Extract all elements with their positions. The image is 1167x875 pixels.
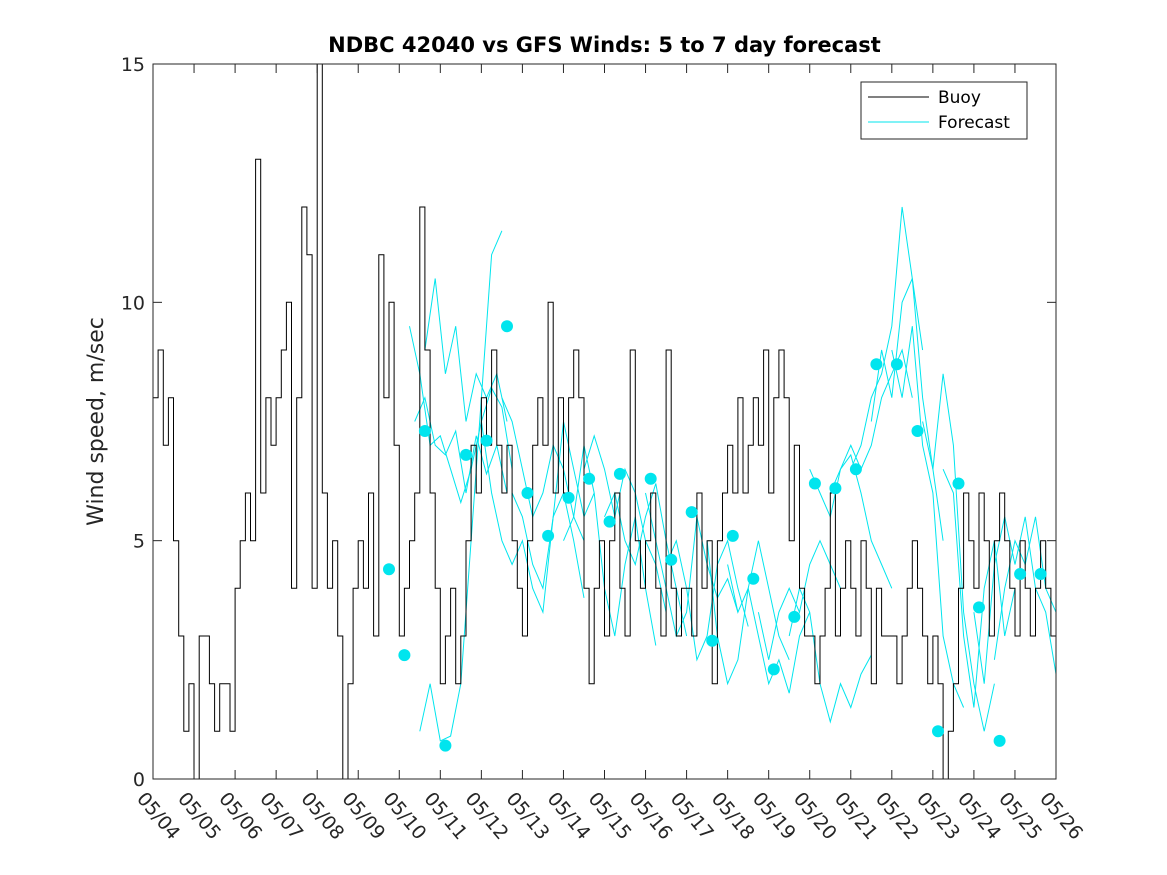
forecast-marker-28 xyxy=(932,725,944,738)
forecast-marker-25 xyxy=(870,358,883,371)
forecast-marker-27 xyxy=(911,425,924,437)
y-tick-label-15: 15 xyxy=(121,54,145,76)
forecast-marker-2 xyxy=(398,649,411,662)
buoy-line xyxy=(153,63,1056,780)
forecast-marker-3 xyxy=(418,425,431,437)
y-tick-label-5: 5 xyxy=(133,531,145,553)
forecast-marker-8 xyxy=(521,487,534,499)
forecast-marker-15 xyxy=(665,553,678,566)
forecast-marker-32 xyxy=(1014,568,1027,580)
forecast-marker-31 xyxy=(993,734,1006,747)
forecast-marker-9 xyxy=(542,529,555,542)
forecast-marker-4 xyxy=(439,739,452,752)
forecast-marker-6 xyxy=(480,434,493,447)
forecast-marker-5 xyxy=(460,448,472,461)
forecast-line-5 xyxy=(480,421,585,615)
forecast-line-10 xyxy=(604,483,688,637)
forecast-marker-1 xyxy=(383,563,395,576)
series-layer xyxy=(153,63,1057,780)
forecast-marker-33 xyxy=(1034,568,1047,580)
chart-title: NDBC 42040 vs GFS Winds: 5 to 7 day fore… xyxy=(328,33,881,57)
forecast-marker-16 xyxy=(685,506,698,519)
forecast-line-7 xyxy=(511,421,595,591)
forecast-line-16 xyxy=(788,586,872,724)
forecast-marker-22 xyxy=(808,477,821,490)
forecast-line-20 xyxy=(870,278,944,541)
y-tick-label-10: 10 xyxy=(121,292,145,314)
forecast-marker-17 xyxy=(706,634,719,647)
forecast-line-1 xyxy=(409,326,513,505)
legend-label-buoy: Buoy xyxy=(938,88,981,108)
forecast-marker-20 xyxy=(767,663,780,676)
forecast-line-14 xyxy=(727,564,811,694)
plot-area xyxy=(153,64,1056,779)
forecast-line-19 xyxy=(850,206,924,470)
forecast-marker-12 xyxy=(603,515,616,528)
forecast-line-24 xyxy=(973,516,1057,684)
forecast-marker-30 xyxy=(973,601,985,614)
legend-label-forecast: Forecast xyxy=(938,113,1010,133)
forecast-marker-24 xyxy=(849,463,862,476)
forecast-marker-14 xyxy=(644,472,657,485)
forecast-marker-29 xyxy=(952,477,965,490)
legend-box xyxy=(860,81,1028,140)
marker-layer xyxy=(383,320,1047,752)
legend: Buoy Forecast xyxy=(860,81,1028,140)
forecast-line-17 xyxy=(809,453,893,589)
forecast-marker-23 xyxy=(829,482,842,495)
forecast-line-12 xyxy=(665,539,749,662)
forecast-marker-7 xyxy=(501,320,513,333)
forecast-marker-26 xyxy=(890,358,903,371)
forecast-marker-11 xyxy=(583,472,596,485)
forecast-line-15 xyxy=(757,539,841,660)
forecast-marker-19 xyxy=(747,572,760,585)
y-axis-label: Wind speed, m/sec xyxy=(84,317,109,526)
forecast-line-21 xyxy=(891,326,965,708)
forecast-line-22 xyxy=(922,373,995,732)
forecast-marker-13 xyxy=(613,467,626,480)
y-tick-label-0: 0 xyxy=(133,769,145,791)
forecast-line-9 xyxy=(583,434,667,613)
forecast-line-4 xyxy=(424,278,508,422)
forecast-marker-21 xyxy=(788,610,801,623)
forecast-marker-10 xyxy=(562,491,575,504)
forecast-line-18 xyxy=(829,348,913,494)
forecast-marker-18 xyxy=(726,529,739,542)
forecast-line-11 xyxy=(645,492,739,638)
